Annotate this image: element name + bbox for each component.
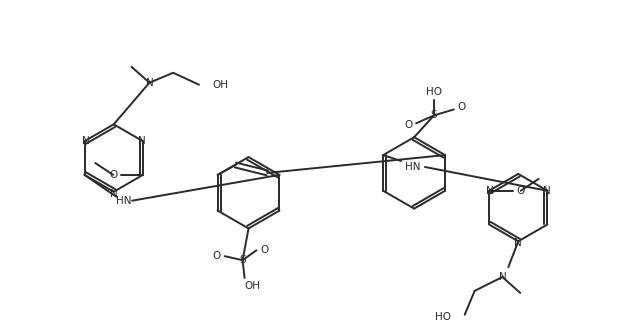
Text: HO: HO bbox=[426, 87, 442, 96]
Text: O: O bbox=[260, 245, 269, 255]
Text: OH: OH bbox=[245, 281, 260, 291]
Text: O: O bbox=[458, 102, 466, 112]
Text: N: N bbox=[543, 186, 550, 196]
Text: N: N bbox=[110, 189, 118, 199]
Text: N: N bbox=[138, 136, 146, 146]
Text: HN: HN bbox=[405, 162, 421, 172]
Text: S: S bbox=[431, 111, 438, 120]
Text: N: N bbox=[81, 136, 90, 146]
Text: O: O bbox=[404, 120, 413, 130]
Text: HN: HN bbox=[116, 196, 132, 206]
Text: N: N bbox=[498, 272, 506, 282]
Text: O: O bbox=[109, 170, 117, 180]
Text: N: N bbox=[515, 238, 522, 248]
Text: N: N bbox=[145, 78, 153, 88]
Text: O: O bbox=[516, 186, 525, 196]
Text: O: O bbox=[213, 251, 221, 261]
Text: S: S bbox=[239, 255, 246, 265]
Text: OH: OH bbox=[213, 80, 229, 90]
Text: HO: HO bbox=[435, 312, 451, 322]
Text: N: N bbox=[486, 186, 494, 196]
